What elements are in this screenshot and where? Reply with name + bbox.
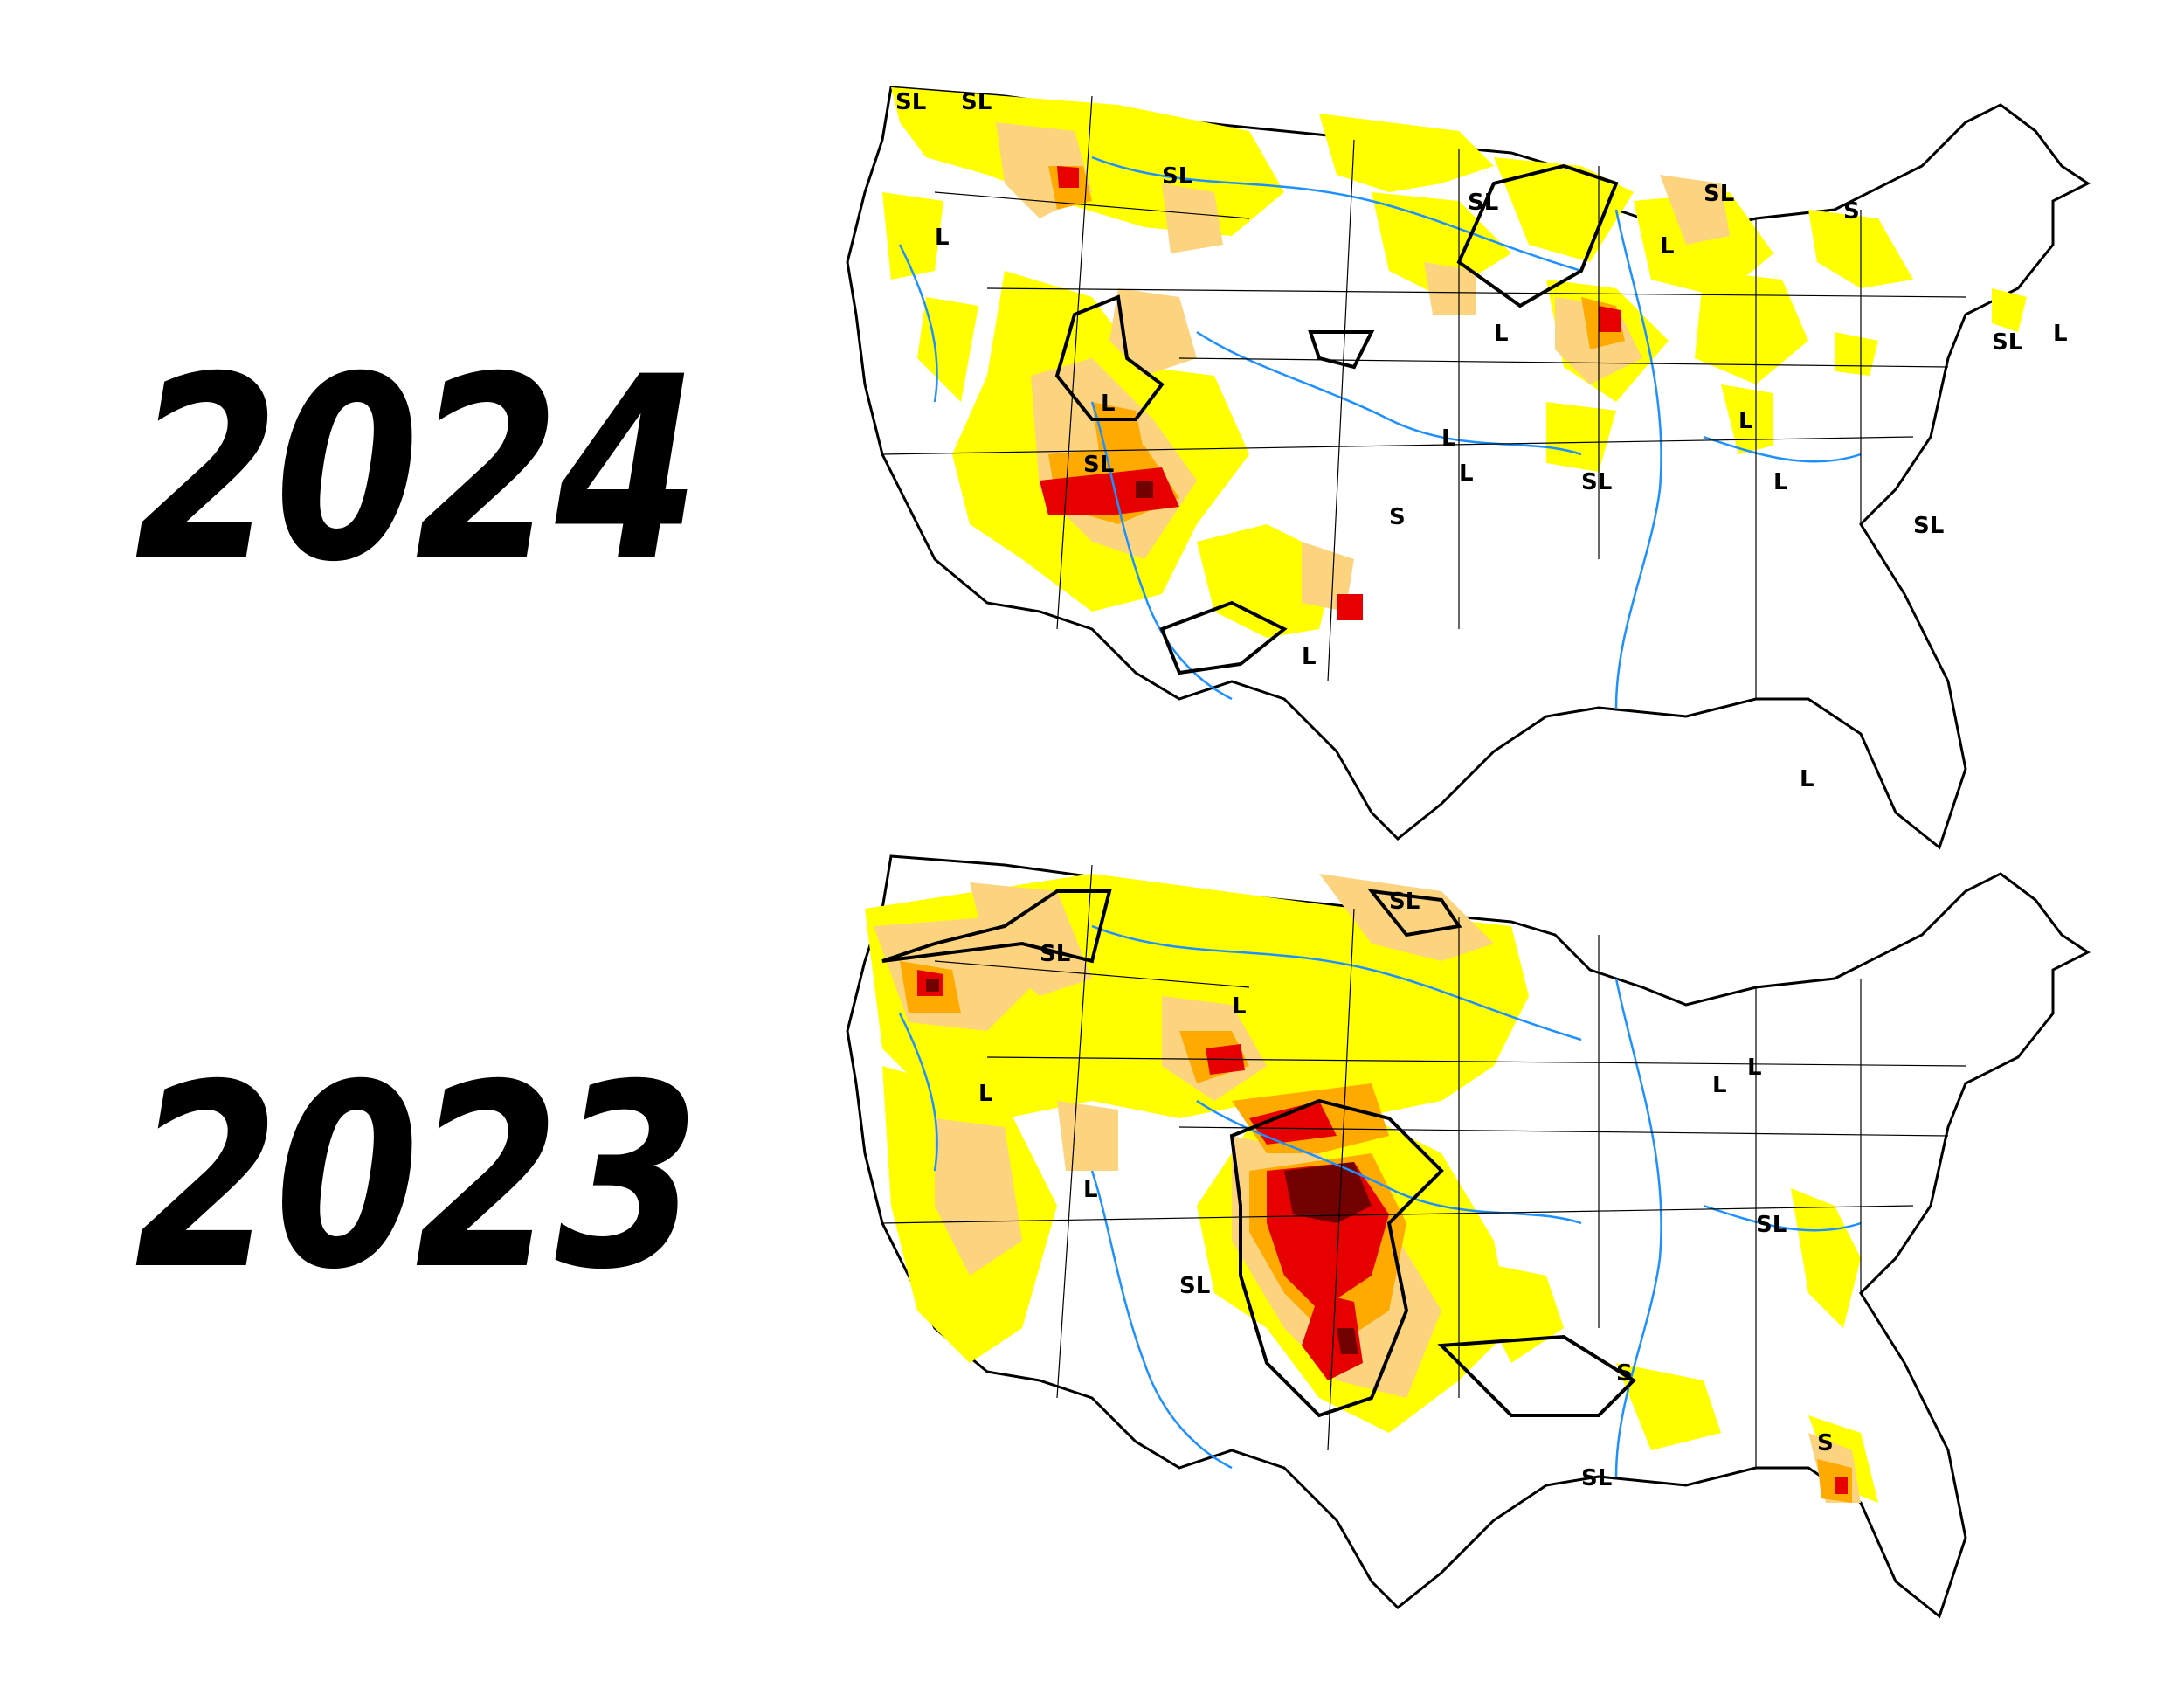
impact-label: SL — [1162, 163, 1192, 190]
impact-label: L — [935, 225, 950, 251]
impact-label: L — [1232, 993, 1247, 1020]
impact-label: SL — [1389, 889, 1420, 915]
impact-label: SL — [1756, 1212, 1787, 1238]
impact-label: SL — [1581, 469, 1612, 495]
impact-label: L — [1738, 408, 1753, 434]
impact-label: L — [1773, 469, 1788, 495]
rivers — [898, 924, 1862, 1477]
impact-label: SL — [961, 89, 992, 115]
impact-label: SL — [1704, 181, 1734, 207]
drought-d4 — [1136, 481, 1153, 498]
impact-label: L — [1747, 1055, 1762, 1081]
impact-label: L — [1302, 644, 1317, 670]
impact-label: L — [978, 1081, 993, 1107]
impact-label: SL — [1992, 329, 2022, 356]
impact-label: L — [1101, 391, 1116, 417]
rivers — [898, 156, 1862, 709]
year-2023-label: 2023 — [134, 1031, 700, 1325]
impact-label: L — [1459, 460, 1474, 487]
impact-label: L — [1494, 321, 1509, 347]
impact-outlines — [1054, 163, 1619, 675]
impact-label: L — [1712, 1072, 1727, 1098]
impact-label: L — [1441, 425, 1456, 452]
impact-labels: SL SL L L L L SL SL S S SL L — [978, 889, 1834, 1491]
impact-label: L — [1800, 766, 1814, 792]
impact-label: L — [1660, 233, 1675, 259]
impact-outlines — [881, 889, 1637, 1418]
map-2023: SL SL L L L L SL SL S S SL L — [846, 854, 2091, 1619]
impact-label: S — [1389, 504, 1406, 530]
impact-label: S — [1616, 1360, 1633, 1387]
impact-label: L — [1083, 1177, 1098, 1203]
impact-label: SL — [1913, 513, 1944, 539]
drought-d3 — [1040, 166, 1621, 620]
impact-label: SL — [1179, 1273, 1210, 1299]
impact-label: S — [1817, 1430, 1834, 1456]
drought-d4 — [926, 979, 1372, 1354]
impact-label: SL — [1083, 452, 1114, 478]
impact-label: SL — [895, 89, 926, 115]
us-outline — [846, 86, 2091, 850]
impact-label: L — [2053, 321, 2068, 347]
map-2024: SL SL L SL SL S L SL SL L L S L L SL L S… — [846, 86, 2091, 850]
impact-labels: SL SL L SL SL S L SL SL L L S L L SL L S… — [895, 89, 2068, 792]
impact-label: SL — [1581, 1465, 1612, 1491]
impact-label: SL — [1468, 190, 1498, 216]
year-2024-label: 2024 — [134, 323, 700, 618]
impact-label: S — [1843, 198, 1860, 225]
state-borders — [881, 95, 1966, 699]
impact-label: SL — [1040, 941, 1070, 967]
